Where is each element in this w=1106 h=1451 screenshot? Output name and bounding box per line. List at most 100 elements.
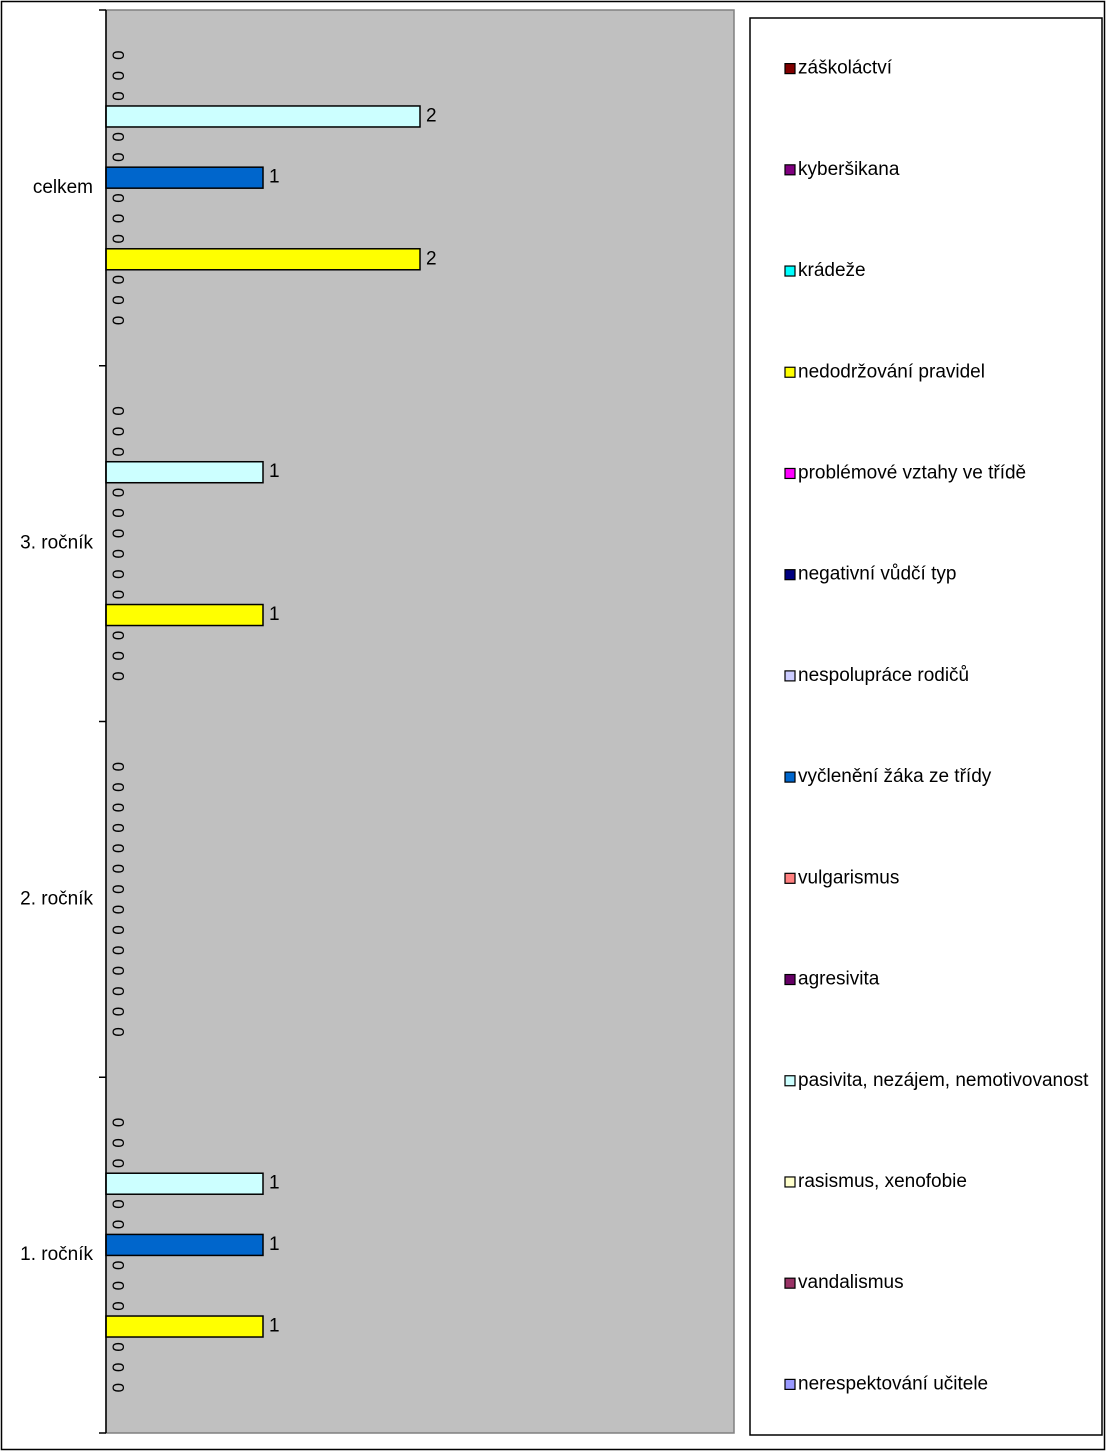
data-label: 0 bbox=[109, 569, 128, 578]
data-label: 0 bbox=[109, 803, 128, 812]
legend: záškoláctví kyberšikana krádeže nedodržován… bbox=[749, 17, 1103, 1436]
data-label: 2 bbox=[426, 248, 437, 269]
legend-label: kyberšikana bbox=[798, 159, 900, 180]
data-label: 1 bbox=[269, 167, 280, 188]
category-labels: celkem 3. ročník 2. ročník 1. ročník bbox=[20, 177, 93, 1265]
category-label: 1. ročník bbox=[20, 1244, 93, 1265]
data-label: 0 bbox=[109, 153, 128, 162]
data-label: 0 bbox=[109, 447, 128, 456]
data-label: 0 bbox=[109, 295, 128, 304]
data-label: 0 bbox=[109, 1363, 128, 1372]
data-label: 0 bbox=[109, 966, 128, 975]
legend-box bbox=[749, 17, 1103, 1436]
legend-label: vyčlenění žáka ze třídy bbox=[798, 766, 992, 787]
legend-label: agresivita bbox=[798, 969, 880, 990]
category-label: 3. ročník bbox=[20, 533, 93, 554]
data-label: 0 bbox=[109, 406, 128, 415]
legend-label: záškoláctví bbox=[798, 58, 893, 79]
legend-swatch bbox=[784, 1277, 796, 1289]
legend-label: rasismus, xenofobie bbox=[798, 1171, 967, 1192]
legend-swatch bbox=[784, 366, 796, 378]
data-label: 0 bbox=[109, 91, 128, 100]
data-labels: 0 0 0 2 0 0 1 0 0 0 2 0 0 0 0 0 0 1 0 0 0 0 0 0 1 0 0 0 0 0 0 0 0 0 0 0 0 0 0 0… bbox=[109, 51, 437, 1393]
legend-label: nerespektování učitele bbox=[798, 1373, 988, 1394]
bar bbox=[105, 1315, 264, 1338]
legend-swatch bbox=[784, 1378, 796, 1390]
data-label: 1 bbox=[269, 604, 280, 625]
legend-swatch bbox=[784, 63, 796, 75]
legend-swatch bbox=[784, 1176, 796, 1188]
legend-swatch bbox=[784, 569, 796, 581]
category-label: celkem bbox=[33, 177, 93, 198]
data-label: 0 bbox=[109, 132, 128, 141]
legend-swatch bbox=[784, 670, 796, 682]
data-label: 0 bbox=[109, 1118, 128, 1127]
legend-swatch bbox=[784, 467, 796, 480]
data-label: 0 bbox=[109, 1281, 128, 1290]
legend-label: negativní vůdčí typ bbox=[798, 564, 956, 585]
data-label: 0 bbox=[109, 1027, 128, 1036]
data-label: 0 bbox=[109, 671, 128, 680]
data-label: 0 bbox=[109, 1199, 128, 1208]
legend-swatch bbox=[784, 872, 796, 884]
data-label: 0 bbox=[109, 1159, 128, 1168]
data-label: 0 bbox=[109, 71, 128, 80]
data-label: 0 bbox=[109, 946, 128, 955]
bar bbox=[105, 105, 421, 128]
bar bbox=[105, 248, 421, 271]
data-label: 0 bbox=[109, 986, 128, 995]
data-label: 0 bbox=[109, 1383, 128, 1392]
data-label: 0 bbox=[109, 782, 128, 791]
data-label: 0 bbox=[109, 823, 128, 832]
legend-label: nespolupráce rodičů bbox=[798, 665, 969, 686]
legend-label: vulgarismus bbox=[798, 867, 899, 888]
legend-label: nedodržování pravidel bbox=[798, 361, 985, 382]
data-label: 0 bbox=[109, 864, 128, 873]
legend-swatch bbox=[784, 1075, 796, 1087]
data-label: 0 bbox=[109, 1261, 128, 1270]
data-label: 0 bbox=[109, 631, 128, 640]
plot-area bbox=[105, 9, 735, 1434]
bar bbox=[105, 1172, 264, 1195]
data-label: 0 bbox=[109, 234, 128, 243]
legend-label: problémové vztahy ve třídě bbox=[798, 462, 1026, 483]
data-label: 0 bbox=[109, 316, 128, 325]
data-label: 0 bbox=[109, 508, 128, 517]
data-label: 1 bbox=[269, 1316, 280, 1337]
data-label: 0 bbox=[109, 1342, 128, 1351]
data-label: 0 bbox=[109, 529, 128, 538]
legend-label: vandalismus bbox=[798, 1272, 904, 1293]
data-label: 0 bbox=[109, 1301, 128, 1310]
data-label: 0 bbox=[109, 51, 128, 60]
data-label: 1 bbox=[269, 1234, 280, 1255]
data-label: 0 bbox=[109, 925, 128, 934]
data-label: 0 bbox=[109, 1138, 128, 1147]
data-label: 0 bbox=[109, 651, 128, 660]
data-label: 0 bbox=[109, 427, 128, 436]
data-label: 0 bbox=[109, 844, 128, 853]
category-ticks bbox=[99, 9, 106, 1434]
category-label: 2. ročník bbox=[20, 888, 93, 909]
data-label: 0 bbox=[109, 214, 128, 223]
legend-swatch bbox=[784, 973, 796, 986]
data-label: 0 bbox=[109, 762, 128, 771]
data-label: 0 bbox=[109, 590, 128, 599]
data-label: 0 bbox=[109, 275, 128, 284]
data-label: 0 bbox=[109, 905, 128, 914]
bar bbox=[105, 460, 264, 484]
legend-label: krádeže bbox=[798, 260, 866, 281]
data-label: 0 bbox=[109, 1220, 128, 1229]
legend-label: pasivita, nezájem, nemotivovanost bbox=[798, 1070, 1089, 1091]
data-label: 1 bbox=[269, 1173, 280, 1194]
legend-swatch bbox=[784, 771, 796, 783]
data-label: 1 bbox=[269, 461, 280, 482]
bar bbox=[105, 166, 264, 189]
data-label: 0 bbox=[109, 884, 128, 893]
legend-swatch bbox=[784, 164, 796, 176]
data-label: 0 bbox=[109, 488, 128, 497]
data-label: 0 bbox=[109, 549, 128, 558]
data-label: 0 bbox=[109, 1007, 128, 1016]
data-label: 0 bbox=[109, 193, 128, 202]
bar bbox=[105, 603, 264, 627]
